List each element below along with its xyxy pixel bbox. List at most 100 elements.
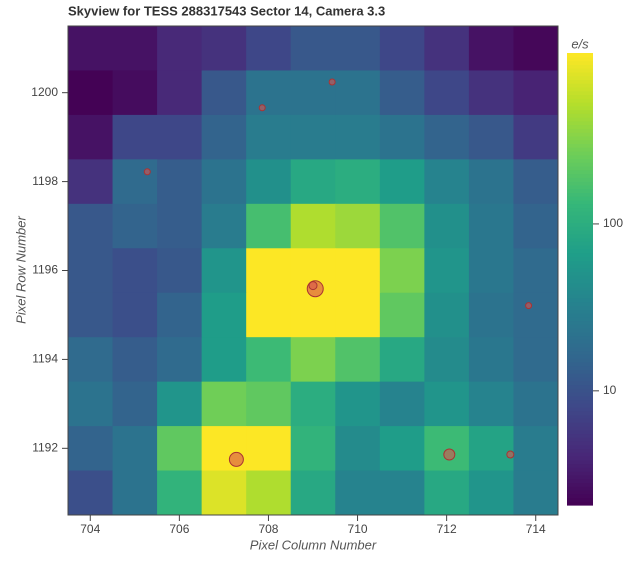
chart-title: Skyview for TESS 288317543 Sector 14, Ca… [68,3,385,18]
heatmap-cell [335,159,381,205]
colorbar-segment [567,117,593,122]
colorbar-segment [567,467,593,472]
heatmap-cell [335,248,381,294]
heatmap-cell [468,159,514,205]
heatmap-cell [468,292,514,338]
heatmap-cell [513,70,559,116]
star-marker [258,104,266,112]
heatmap-cell [379,337,425,383]
colorbar-segment [567,177,593,182]
colorbar-segment [567,184,593,190]
heatmap-cell [379,159,425,205]
colorbar-segment [567,478,593,483]
heatmap-cell [246,248,292,294]
colorbar-segment [567,169,593,175]
heatmap-cell [201,292,247,338]
heatmap-cell [157,248,203,294]
y-tick-label: 1198 [32,174,58,188]
heatmap-cell [157,426,203,472]
colorbar-segment [567,120,593,126]
heatmap-cell [157,292,203,338]
colorbar-segment [567,147,593,152]
colorbar-segment [567,75,593,80]
heatmap-cell [68,248,114,294]
colorbar-segment [567,305,593,310]
colorbar-segment [567,444,593,450]
colorbar-segment [567,414,593,419]
star-marker [308,281,318,291]
colorbar-segment [567,230,593,235]
colorbar-segment [567,83,593,88]
heatmap-cell [424,381,470,427]
heatmap-cell [424,470,470,516]
star-marker [443,448,456,461]
heatmap-cell [246,159,292,205]
colorbar-segment [567,361,593,367]
colorbar-segment [567,245,593,250]
y-tick-label: 1200 [31,85,58,99]
heatmap-cell [468,26,514,71]
heatmap-cell [246,203,292,249]
x-tick-label: 714 [526,522,546,536]
colorbar-segment [567,376,593,382]
colorbar-segment [567,358,593,363]
y-axis-label: Pixel Row Number [13,216,28,324]
colorbar-segment [567,452,593,457]
heatmap-cell [468,203,514,249]
heatmap-cell [112,337,158,383]
x-tick-label: 704 [80,522,100,536]
heatmap-cell [112,159,158,205]
colorbar-segment [567,459,593,465]
colorbar-segment [567,211,593,216]
colorbar-segment [567,471,593,476]
heatmap-cell [468,248,514,294]
heatmap-cell [335,337,381,383]
heatmap-cell [513,337,559,383]
y-tick-label: 1192 [32,440,58,454]
colorbar-segment [567,339,593,344]
heatmap-cell [290,337,336,383]
heatmap-cell [290,26,336,71]
colorbar-segment [567,207,593,212]
colorbar-segment [567,369,593,374]
heatmap-cell [112,203,158,249]
heatmap-cell [290,203,336,249]
heatmap-cell [513,426,559,472]
colorbar-segment [567,113,593,118]
heatmap-cell [424,426,470,472]
colorbar-segment [567,301,593,306]
heatmap-cell [246,381,292,427]
heatmap-cell [112,426,158,472]
colorbar-segment [567,248,593,254]
colorbar-segment [567,440,593,446]
colorbar-segment [567,139,593,144]
colorbar-segment [567,90,593,96]
heatmap-cell [468,470,514,516]
colorbar-segment [567,320,593,325]
heatmap-cell [335,203,381,249]
colorbar-segment [567,64,593,69]
colorbar-segment [567,94,593,99]
colorbar-segment [567,380,593,386]
heatmap-cell [513,248,559,294]
heatmap-cell [379,114,425,160]
heatmap-cell [157,70,203,116]
colorbar-segment [567,154,593,160]
heatmap-cell [290,70,336,116]
heatmap-cell [201,248,247,294]
heatmap-cell [112,70,158,116]
colorbar-segment [567,109,593,114]
colorbar-segment [567,135,593,141]
colorbar-segment [567,456,593,461]
heatmap-cell [157,159,203,205]
heatmap-cell [201,159,247,205]
colorbar-segment [567,162,593,167]
colorbar-segment [567,354,593,359]
colorbar-segment [567,279,593,284]
heatmap-cell [379,26,425,71]
heatmap-cell [424,159,470,205]
colorbar-segment [567,98,593,103]
star-marker [525,302,533,310]
heatmap-cell [290,114,336,160]
